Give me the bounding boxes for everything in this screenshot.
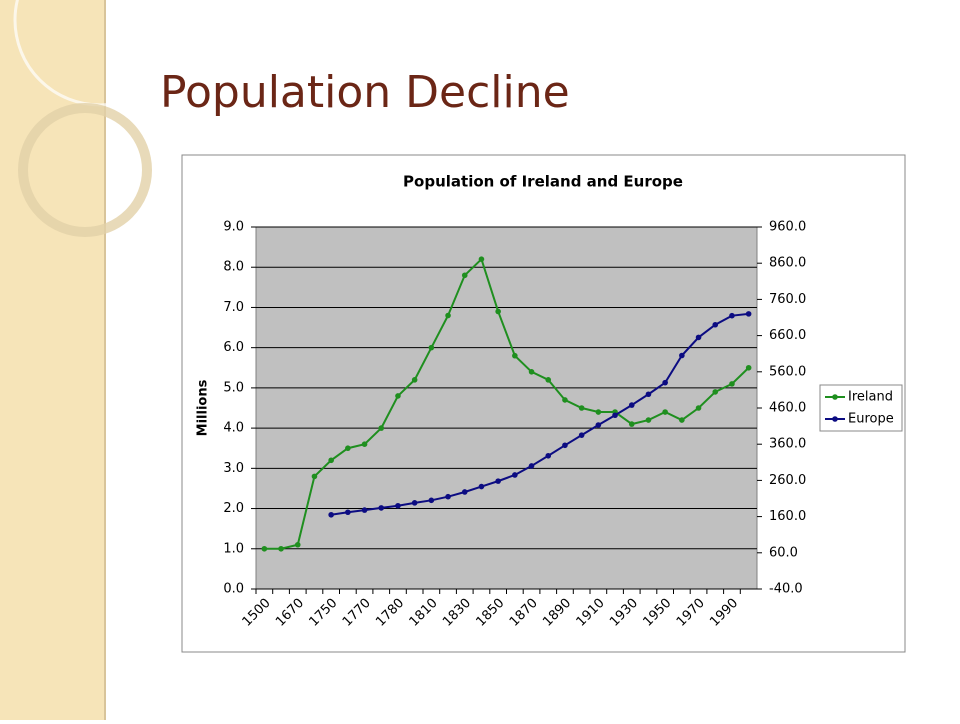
data-point — [328, 511, 334, 518]
data-point — [345, 445, 351, 452]
data-point — [528, 463, 535, 469]
data-point — [562, 442, 568, 449]
data-point — [612, 412, 618, 419]
data-point — [395, 502, 401, 509]
data-point — [311, 473, 318, 480]
y2-tick-label: 860.0 — [769, 256, 806, 271]
data-point — [461, 272, 468, 279]
data-point — [328, 457, 334, 464]
data-point — [745, 311, 752, 317]
y-tick-label: 4.0 — [223, 421, 244, 436]
y-tick-label: 0.0 — [223, 582, 244, 597]
chart-title: Population of Ireland and Europe — [403, 173, 683, 191]
data-point — [361, 441, 368, 448]
legend-marker — [832, 416, 838, 422]
data-point — [478, 256, 485, 262]
data-point — [729, 381, 735, 387]
data-point — [662, 409, 668, 415]
data-point — [528, 369, 535, 375]
legend-label: Europe — [848, 412, 894, 427]
y-tick-label: 6.0 — [223, 340, 244, 355]
data-point — [361, 507, 368, 513]
y-axis-label: Millions — [196, 379, 211, 436]
y2-tick-label: 960.0 — [769, 220, 806, 235]
y2-tick-label: 660.0 — [769, 328, 806, 343]
y2-tick-label: 760.0 — [769, 292, 806, 307]
data-point — [261, 545, 268, 552]
data-point — [662, 379, 668, 386]
data-point — [695, 334, 702, 341]
data-point — [278, 545, 284, 552]
data-point — [578, 432, 585, 438]
y2-tick-label: 460.0 — [769, 401, 806, 416]
data-point — [395, 393, 401, 399]
data-point — [712, 389, 719, 395]
data-point — [595, 422, 602, 428]
y2-tick-label: 260.0 — [769, 473, 806, 488]
data-point — [595, 409, 602, 415]
data-point — [512, 352, 518, 359]
data-point — [478, 483, 485, 490]
data-point — [445, 312, 451, 319]
data-point — [562, 397, 568, 403]
data-point — [578, 405, 585, 411]
data-point — [545, 377, 552, 383]
data-point — [428, 497, 435, 504]
y-tick-label: 7.0 — [223, 300, 244, 315]
y-tick-label: 2.0 — [223, 501, 244, 516]
y2-tick-label: 160.0 — [769, 509, 806, 524]
legend — [819, 384, 903, 432]
y2-tick-label: 360.0 — [769, 437, 806, 452]
data-point — [545, 452, 552, 459]
data-point — [695, 405, 702, 411]
data-point — [461, 489, 468, 495]
data-point — [378, 505, 385, 511]
data-point — [495, 308, 501, 315]
y-tick-label: 1.0 — [223, 541, 244, 556]
y2-tick-label: 60.0 — [769, 545, 798, 560]
y-tick-label: 5.0 — [223, 380, 244, 395]
data-point — [495, 478, 501, 484]
decor-circle — [18, 103, 152, 237]
y2-tick-label: -40.0 — [769, 582, 803, 597]
y-tick-label: 9.0 — [223, 220, 244, 235]
data-point — [679, 352, 685, 359]
data-point — [512, 472, 518, 478]
data-point — [679, 417, 685, 423]
data-point — [628, 402, 635, 408]
data-point — [411, 500, 418, 506]
slide-title: Population Decline — [160, 67, 570, 118]
y-tick-label: 8.0 — [223, 260, 244, 275]
data-point — [411, 377, 418, 383]
y2-tick-label: 560.0 — [769, 364, 806, 379]
y-tick-label: 3.0 — [223, 461, 244, 476]
data-point — [628, 421, 635, 427]
data-point — [378, 425, 385, 431]
data-point — [645, 391, 652, 398]
data-point — [745, 364, 752, 371]
data-point — [345, 509, 351, 516]
data-point — [712, 321, 719, 328]
data-point — [428, 344, 435, 351]
legend-label: Ireland — [848, 390, 893, 405]
plot-area — [255, 226, 758, 590]
data-point — [445, 493, 451, 500]
data-point — [645, 417, 652, 423]
data-point — [294, 541, 301, 548]
legend-marker — [832, 394, 838, 400]
series-line — [330, 312, 749, 516]
series-line — [264, 257, 750, 550]
data-point — [729, 312, 735, 319]
